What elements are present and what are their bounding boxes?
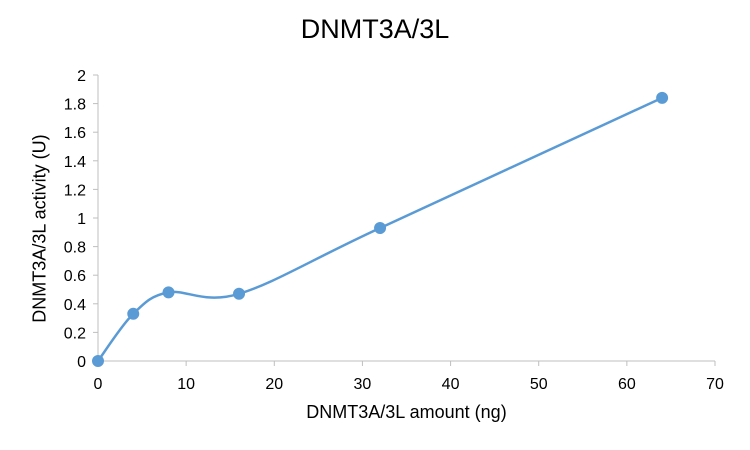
chart-title: DNMT3A/3L xyxy=(300,14,450,44)
y-tick-label: 0.4 xyxy=(64,297,86,314)
x-tick-label: 50 xyxy=(530,376,548,393)
data-point xyxy=(656,91,669,104)
y-tick-label: 0.6 xyxy=(64,268,86,285)
data-point xyxy=(127,307,140,320)
data-point xyxy=(233,287,246,300)
y-tick-label: 1.2 xyxy=(64,182,86,199)
x-tick-label: 40 xyxy=(442,376,460,393)
data-point xyxy=(162,286,175,299)
x-tick-label: 20 xyxy=(265,376,283,393)
y-tick-label: 0.8 xyxy=(64,240,86,257)
y-tick-label: 1.6 xyxy=(64,125,86,142)
x-tick-label: 0 xyxy=(94,376,103,393)
y-tick-label: 1 xyxy=(77,211,86,228)
x-axis-label: DNMT3A/3L amount (ng) xyxy=(306,402,507,422)
x-tick-label: 30 xyxy=(354,376,372,393)
y-tick-label: 0.2 xyxy=(64,325,86,342)
y-tick-label: 1.4 xyxy=(64,154,86,171)
data-point xyxy=(374,222,387,235)
x-tick-label: 60 xyxy=(618,376,636,393)
y-axis-label: DNMT3A/3L activity (U) xyxy=(29,134,50,323)
x-tick-label: 70 xyxy=(706,376,724,393)
x-tick-label: 10 xyxy=(177,376,195,393)
y-tick-label: 0 xyxy=(77,354,86,371)
y-tick-label: 2 xyxy=(77,68,86,85)
data-point xyxy=(92,355,104,367)
y-tick-label: 1.8 xyxy=(64,97,86,114)
